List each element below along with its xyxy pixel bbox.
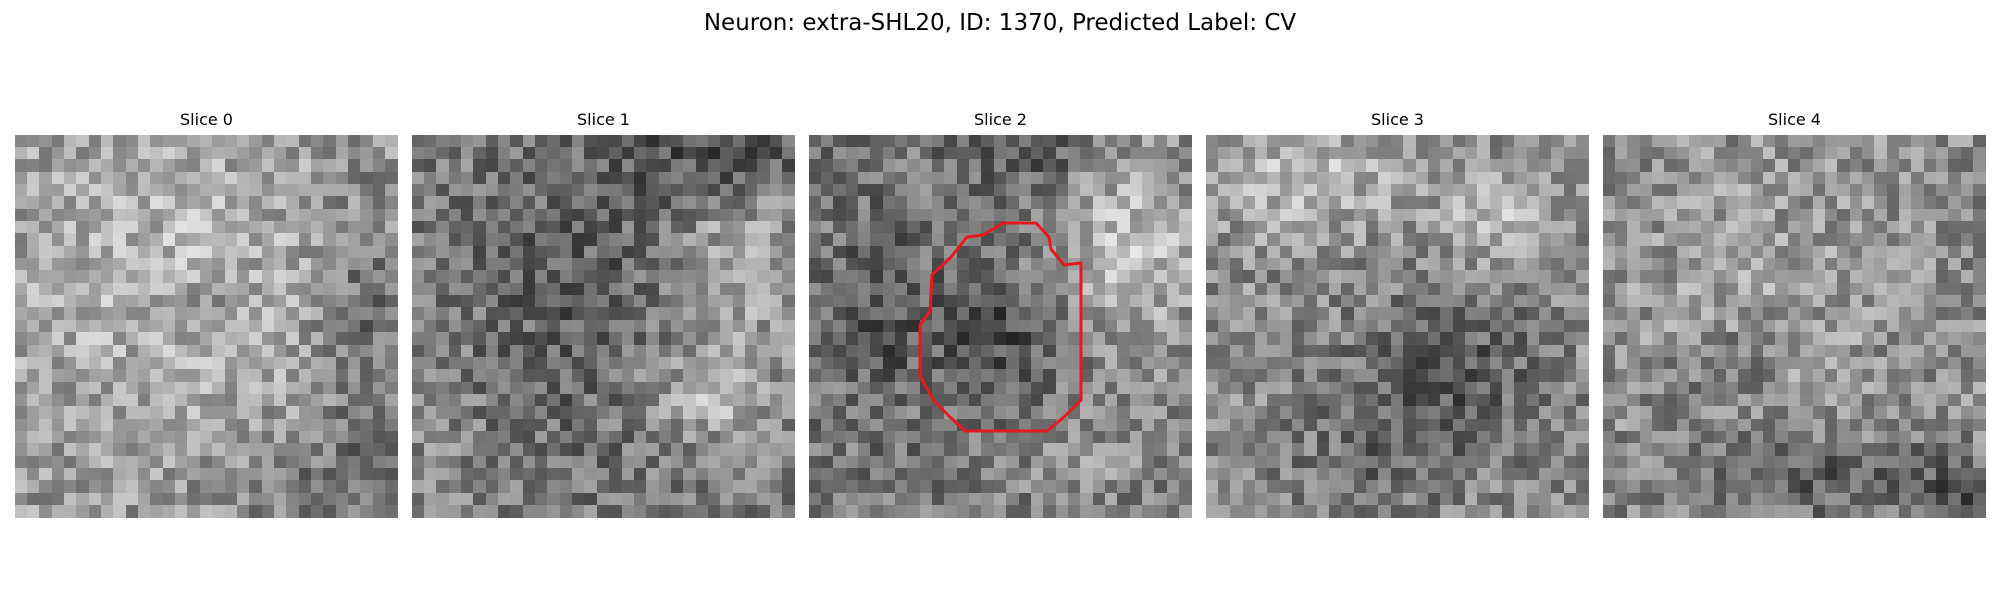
slice-panel-2: Slice 2	[809, 107, 1192, 518]
slice-image-2	[809, 135, 1192, 518]
slice-title-2: Slice 2	[974, 110, 1027, 129]
slice-image-3	[1206, 135, 1589, 518]
slice-title-4: Slice 4	[1768, 110, 1821, 129]
slice-panel-0: Slice 0	[15, 107, 398, 518]
slice-panel-3: Slice 3	[1206, 107, 1589, 518]
slice-panel-4: Slice 4	[1603, 107, 1986, 518]
slice-image-0	[15, 135, 398, 518]
slice-title-3: Slice 3	[1371, 110, 1424, 129]
slice-title-0: Slice 0	[180, 110, 233, 129]
slice-image-4	[1603, 135, 1986, 518]
slice-title-1: Slice 1	[577, 110, 630, 129]
slice-panel-1: Slice 1	[412, 107, 795, 518]
slice-image-1	[412, 135, 795, 518]
figure-title: Neuron: extra-SHL20, ID: 1370, Predicted…	[703, 10, 1297, 36]
